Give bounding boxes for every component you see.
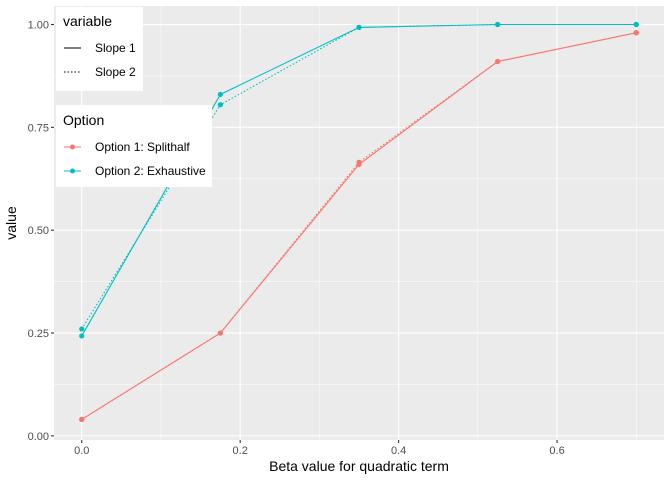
plot-panel [54,6,664,440]
series-3-point-2 [356,24,362,30]
series-3-point-3 [495,21,501,28]
legend-option: Option Option 1: Splithalf Option 2: Exh… [56,105,212,187]
legend-option-title: Option [63,112,104,128]
series-2-point-1 [217,91,223,98]
major-gridlines [54,6,664,440]
series-1-point-4 [633,30,639,36]
x-tick-label-3: 0.6 [549,445,564,457]
y-tick-label-3: 0.75 [28,122,49,134]
series-3-point-0 [79,326,85,332]
legend-key-point-exhaustive [70,168,75,174]
legend-label-slope-1: Slope 1 [95,41,136,55]
legend-label-exhaustive: Option 2: Exhaustive [95,164,206,178]
legend-label-splithalf: Option 1: Splithalf [95,140,190,154]
legend-label-slope-2: Slope 2 [95,65,136,79]
x-axis-title: Beta value for quadratic term [269,458,449,474]
y-tick-label-0: 0.00 [28,431,49,443]
y-tick-label-2: 0.50 [28,225,49,237]
x-tick-label-2: 0.4 [391,445,406,457]
series-1 [79,30,639,423]
legend-key-point-splithalf [70,144,75,150]
series-3-point-4 [633,21,639,28]
y-tick-label-1: 0.25 [28,328,49,340]
x-axis-ticks: 0.0 0.2 0.4 0.6 [74,440,565,457]
series-2-point-0 [79,333,85,339]
series-1-point-3 [495,58,501,65]
series-3-point-1 [217,102,223,108]
series-1-point-0 [79,416,85,423]
series-1-point-1 [217,330,223,336]
legend-variable-title: variable [63,13,112,29]
series-1-point-2 [356,159,362,165]
y-axis-title: value [3,206,19,240]
y-axis-ticks: 0.00 0.25 0.50 0.75 1.00 [28,20,54,443]
x-tick-label-0: 0.0 [74,445,89,457]
x-tick-label-1: 0.2 [233,445,248,457]
y-tick-label-4: 1.00 [28,20,49,32]
legend-variable: variable Slope 1 Slope 2 [56,7,143,91]
series-line-1 [81,32,637,420]
